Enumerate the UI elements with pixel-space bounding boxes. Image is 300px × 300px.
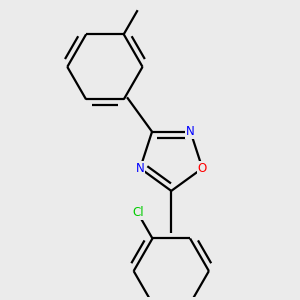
Text: Cl: Cl: [132, 206, 143, 220]
Text: O: O: [198, 162, 207, 175]
Text: N: N: [186, 125, 195, 138]
Text: N: N: [136, 162, 145, 175]
